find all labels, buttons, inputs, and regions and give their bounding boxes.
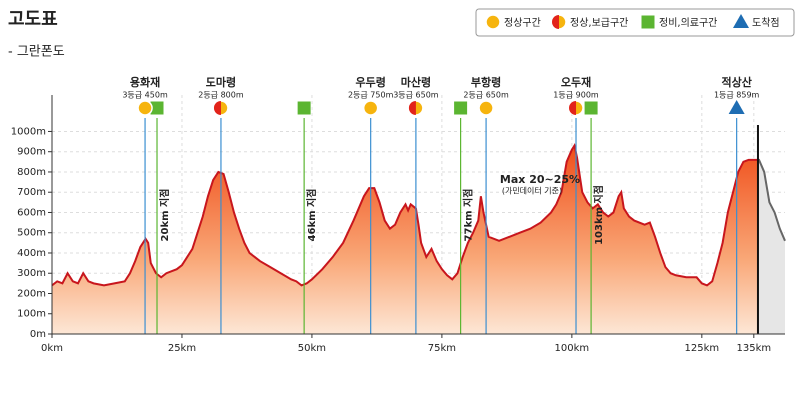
annotation: Max 20~25% xyxy=(500,173,580,186)
icon-normal xyxy=(362,100,379,116)
summit-name: 마산령 xyxy=(401,75,431,89)
icon-supply xyxy=(213,100,229,116)
service-label: 46km 지점 xyxy=(305,189,318,242)
service-label: 103km 지점 xyxy=(592,185,605,245)
icon-finish xyxy=(728,100,745,114)
icon-half xyxy=(569,101,577,115)
icon-triangle xyxy=(733,14,749,28)
annotation-note: (가민데이터 기준) xyxy=(502,186,562,196)
icon-circle xyxy=(485,14,501,30)
summit-name: 우두령 xyxy=(355,76,385,89)
legend-label: 정상구간 xyxy=(504,17,541,29)
x-tick-label: 75km xyxy=(428,343,456,354)
icon-normal xyxy=(137,100,153,116)
icon-supply xyxy=(568,100,584,116)
x-tick-label: 100km xyxy=(555,343,590,354)
summit-name: 도마령 xyxy=(206,75,236,89)
title: 고도표 xyxy=(8,9,58,30)
service-label: 20km 지점 xyxy=(158,189,171,242)
summit-name: 적상산 xyxy=(721,75,751,89)
icon-square xyxy=(453,100,469,116)
y-tick-label: 600m xyxy=(17,207,46,218)
icon-finish xyxy=(733,14,749,28)
icon-square xyxy=(583,100,599,116)
summit-grade: 3등급 650m xyxy=(393,91,439,100)
x-tick-label: 135km xyxy=(736,343,771,354)
y-tick-label: 100m xyxy=(17,309,46,320)
icon-half xyxy=(213,101,221,115)
icon-half xyxy=(552,15,559,29)
icon-circle xyxy=(362,100,379,116)
summit-grade: 3등급 450m xyxy=(122,91,168,100)
icon-service xyxy=(296,100,312,116)
icon-normal xyxy=(478,100,494,116)
y-tick-label: 500m xyxy=(17,228,46,239)
legend-label: 정비,의료구간 xyxy=(659,17,717,29)
icon-supply xyxy=(408,100,424,116)
summit-grade: 2등급 650m xyxy=(463,91,509,100)
y-tick-label: 800m xyxy=(17,167,46,178)
x-tick-label: 50km xyxy=(298,343,326,354)
summit-name: 오두재 xyxy=(561,75,591,89)
icon-half xyxy=(408,101,416,115)
profile-line xyxy=(51,143,758,287)
service-label: 77km 지점 xyxy=(462,189,475,242)
y-tick-label: 200m xyxy=(17,288,46,299)
icon-service xyxy=(640,14,656,30)
icon-triangle xyxy=(728,100,745,114)
summit-name: 부항령 xyxy=(471,75,501,89)
y-tick-label: 900m xyxy=(17,147,46,158)
y-tick-label: 300m xyxy=(17,268,46,279)
legend-label: 도착점 xyxy=(752,17,780,29)
summit-grade: 2등급 750m xyxy=(348,91,394,100)
x-tick-label: 0km xyxy=(41,343,63,354)
icon-service xyxy=(583,100,599,116)
icon-supply xyxy=(551,14,567,30)
summit-grade: 1등급 900m xyxy=(553,91,599,100)
icon-square xyxy=(640,14,656,30)
y-tick-label: 700m xyxy=(17,187,46,198)
summit-grade: 2등급 800m xyxy=(198,91,244,100)
y-tick-label: 400m xyxy=(17,248,46,259)
legend-label: 정상,보급구간 xyxy=(570,17,628,29)
icon-service xyxy=(453,100,469,116)
profile-area-after xyxy=(757,159,785,334)
icon-circle xyxy=(478,100,494,116)
y-tick-label: 1000m xyxy=(11,126,46,137)
icon-circle xyxy=(137,100,153,116)
summit-grade: 1등급 859m xyxy=(714,91,760,100)
x-tick-label: 125km xyxy=(685,343,720,354)
icon-square xyxy=(296,100,312,116)
icon-normal xyxy=(485,14,501,30)
summit-name: 용화재 xyxy=(130,75,160,89)
x-tick-label: 25km xyxy=(168,343,196,354)
y-tick-label: 0m xyxy=(30,329,46,340)
subtitle: - 그란폰도 xyxy=(8,45,65,60)
